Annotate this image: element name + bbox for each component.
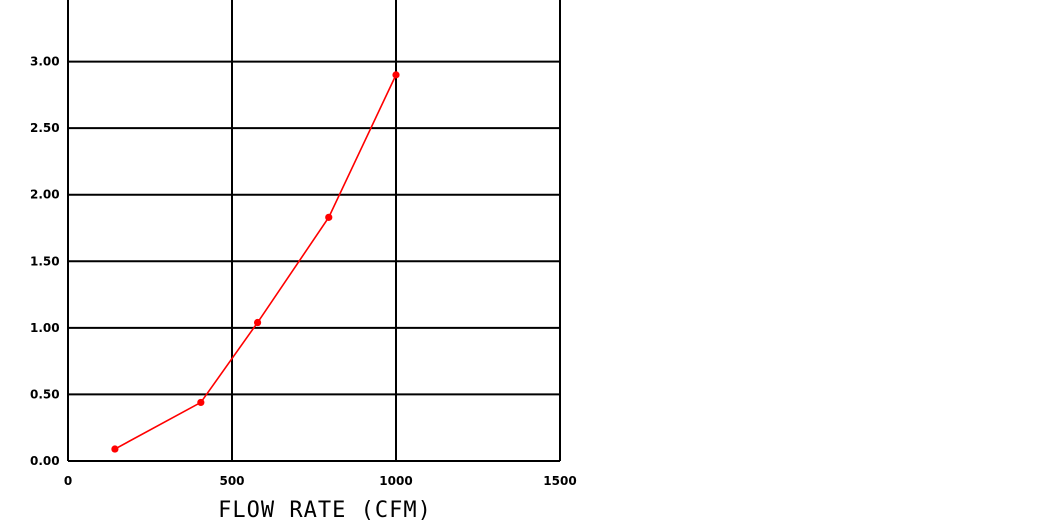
data-point xyxy=(325,213,333,221)
x-axis-title: FLOW RATE (CFM) xyxy=(218,498,432,523)
y-tick-label: 0.00 xyxy=(30,454,60,468)
y-tick-label: 3.00 xyxy=(30,55,60,69)
plot-frame xyxy=(67,0,561,462)
y-tick-label: 1.50 xyxy=(30,254,60,268)
y-tick-label: 2.00 xyxy=(30,188,60,202)
x-tick-labels: 0 500 1000 1500 xyxy=(64,474,577,488)
data-point xyxy=(392,71,400,79)
y-tick-labels: 0.00 0.50 1.00 1.50 2.00 2.50 3.00 xyxy=(30,55,60,468)
series-layer xyxy=(111,71,400,453)
y-tick-label: 0.50 xyxy=(30,387,60,401)
x-tick-label: 500 xyxy=(219,474,244,488)
data-point xyxy=(197,398,205,407)
x-tick-label: 0 xyxy=(64,474,72,488)
x-tick-label: 1500 xyxy=(543,474,576,488)
grid xyxy=(68,0,560,461)
data-point xyxy=(111,445,119,453)
x-tick-label: 1000 xyxy=(379,474,412,488)
y-tick-label: 2.50 xyxy=(30,121,60,135)
y-tick-label: 1.00 xyxy=(30,321,60,335)
data-point xyxy=(253,318,262,327)
